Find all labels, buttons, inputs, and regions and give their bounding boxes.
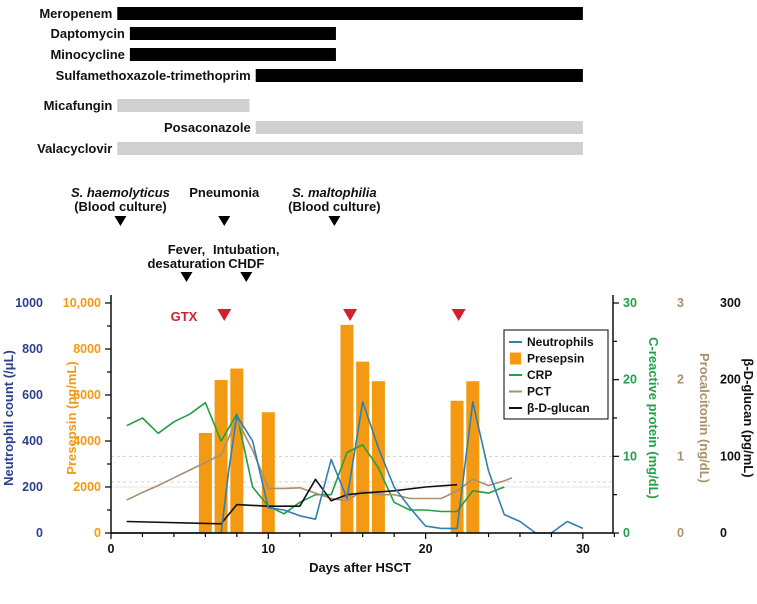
presepsin-axis-title: Presepsin (pg/mL) (64, 361, 79, 474)
event-label: CHDF (228, 256, 264, 271)
pct-tick-label: 0 (677, 526, 684, 540)
gtx-marker (451, 309, 466, 321)
drug-label: Sulfamethoxazole-trimethoprim (56, 68, 251, 83)
event-label: Fever, (168, 242, 206, 257)
bdg-axis-title: β-D-glucan (pg/mL) (741, 358, 756, 477)
x-axis-title: Days after HSCT (309, 560, 411, 575)
drug-label: Posaconazole (164, 120, 251, 135)
neutrophil-tick-label: 600 (22, 388, 43, 402)
neutrophil-tick-label: 0 (36, 526, 43, 540)
neutrophil-tick-label: 400 (22, 434, 43, 448)
event-label: (Blood culture) (288, 199, 380, 214)
drug-bar (129, 27, 336, 40)
bdg-line (126, 478, 458, 525)
pct-tick-label: 3 (677, 296, 684, 310)
crp-tick-label: 20 (623, 373, 637, 387)
bdg-tick-label: 100 (720, 449, 741, 463)
drug-bar (255, 121, 583, 134)
legend-label: Neutrophils (527, 335, 594, 349)
legend-label: β-D-glucan (527, 401, 590, 415)
gtx-marker (217, 309, 232, 321)
bdg-tick-label: 200 (720, 373, 741, 387)
presepsin-tick-label: 2000 (73, 480, 101, 494)
presepsin-tick-label: 6000 (73, 388, 101, 402)
legend-label: PCT (527, 385, 552, 399)
neutrophil-tick-label: 800 (22, 342, 43, 356)
event-arrow (328, 216, 341, 226)
event-label: S. haemolyticus (71, 185, 170, 200)
drug-bar (117, 142, 583, 155)
bdg-tick-label: 0 (720, 526, 727, 540)
drug-label: Daptomycin (50, 26, 124, 41)
presepsin-tick-label: 8000 (73, 342, 101, 356)
event-arrow (240, 272, 253, 282)
event-arrow (114, 216, 127, 226)
presepsin-bar (450, 400, 464, 533)
drug-bar (117, 99, 250, 112)
x-tick-label: 10 (261, 542, 275, 556)
legend-label: CRP (527, 368, 552, 382)
x-tick-label: 30 (576, 542, 590, 556)
event-label: S. maltophilia (292, 185, 377, 200)
presepsin-tick-label: 0 (94, 526, 101, 540)
drug-label: Minocycline (50, 47, 124, 62)
legend: Neutrophils Presepsin CRP PCT β-D-glucan (503, 329, 609, 420)
event-arrow (218, 216, 231, 226)
legend-swatch (510, 352, 521, 365)
gtx-marker (343, 309, 358, 321)
legend-label: Presepsin (527, 352, 584, 366)
drug-bar (129, 48, 336, 61)
drug-bar (255, 69, 583, 82)
clinical-events: S. haemolyticus(Blood culture)Pneumonia S… (71, 185, 381, 282)
presepsin-bar (371, 381, 385, 533)
event-label: Intubation, (213, 242, 279, 257)
neutrophil-axis-title: Neutrophil count (/μL) (1, 350, 16, 486)
presepsin-bar (356, 361, 370, 533)
x-tick-label: 0 (108, 542, 115, 556)
presepsin-bar (198, 432, 212, 533)
pct-axis-title: Procalcitonin (ng/dL) (697, 353, 712, 483)
crp-line (126, 401, 505, 515)
crp-tick-label: 0 (623, 526, 630, 540)
neutrophil-tick-label: 1000 (15, 296, 43, 310)
gtx-label: GTX (171, 309, 198, 324)
neutrophil-tick-label: 200 (22, 480, 43, 494)
event-arrow (180, 272, 193, 282)
crp-axis-title: C-reactive protein (mg/dL) (646, 337, 661, 499)
presepsin-bar (230, 368, 244, 533)
event-label: (Blood culture) (74, 199, 166, 214)
pct-line (126, 418, 513, 502)
drug-timeline: Meropenem Daptomycin Minocycline Sulfametho… (37, 6, 583, 156)
presepsin-bar (214, 380, 228, 533)
crp-tick-label: 30 (623, 296, 637, 310)
drug-bar (117, 7, 583, 20)
presepsin-tick-label: 4000 (73, 434, 101, 448)
bdg-tick-label: 300 (720, 296, 741, 310)
x-tick-label: 20 (419, 542, 433, 556)
crp-tick-label: 10 (623, 449, 637, 463)
presepsin-bar (261, 412, 275, 533)
drug-label: Valacyclovir (37, 141, 112, 156)
presepsin-bar (340, 324, 354, 533)
pct-tick-label: 2 (677, 373, 684, 387)
event-label: Pneumonia (189, 185, 260, 200)
drug-label: Meropenem (39, 6, 112, 21)
event-label: desaturation (147, 256, 225, 271)
pct-tick-label: 1 (677, 449, 684, 463)
drug-label: Micafungin (44, 98, 113, 113)
presepsin-tick-label: 10,000 (63, 296, 101, 310)
